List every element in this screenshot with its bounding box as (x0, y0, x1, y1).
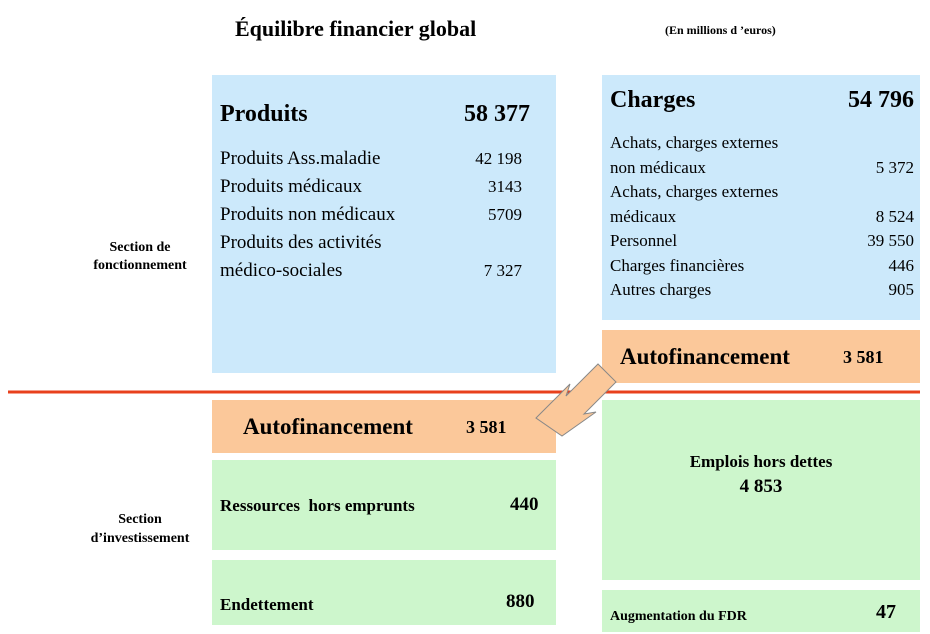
item-value: 446 (888, 255, 915, 275)
self-financing-label: Autofinancement (620, 344, 790, 369)
debt-label: Endettement (220, 595, 314, 614)
item-value: 39 550 (867, 231, 914, 250)
self-financing-box (602, 330, 920, 383)
charges-label: Charges (610, 87, 696, 113)
debt-value: 880 (506, 591, 535, 612)
uses-box (602, 400, 920, 580)
fdr-value: 47 (876, 601, 896, 623)
title: Équilibre financier global (235, 16, 477, 41)
self-financing-value: 3 581 (843, 347, 884, 367)
products-total: 58 377 (464, 101, 530, 127)
item-value: 5 372 (875, 157, 914, 177)
fdr-label: Augmentation du FDR (610, 609, 747, 624)
charges-box (602, 75, 920, 320)
item-label: Autres charges (610, 280, 712, 299)
subtitle: (En millions d ’euros) (665, 23, 776, 37)
item-label: Produits des activités (220, 232, 382, 253)
resources-box (212, 460, 556, 550)
item-label: Charges financières (610, 255, 745, 275)
item-label: médico-sociales (220, 260, 343, 281)
item-label: Achats, charges externes (610, 182, 779, 201)
section-label: Section de (109, 240, 171, 255)
uses-value: 4 853 (739, 476, 783, 497)
resources-value: 440 (510, 494, 539, 515)
item-value: 5709 (488, 205, 522, 224)
products-box (212, 75, 556, 373)
self-financing-box (212, 400, 556, 453)
section-label: fonctionnement (93, 258, 187, 273)
item-label: Personnel (610, 231, 678, 250)
item-label: Achats, charges externes (610, 133, 779, 152)
item-label: médicaux (610, 206, 677, 226)
section-label: Section (118, 512, 162, 527)
arrow (535, 363, 617, 437)
item-value: 905 (888, 280, 915, 299)
products-label: Produits (220, 101, 308, 127)
charges-total: 54 796 (848, 87, 914, 113)
item-label: Produits Ass.maladie (220, 148, 381, 169)
self-financing-label: Autofinancement (243, 414, 413, 439)
item-label: Produits médicaux (220, 176, 362, 197)
fdr-box (602, 590, 920, 632)
item-value: 3143 (488, 177, 522, 196)
resources-label: Ressources hors emprunts (220, 496, 415, 515)
section-label: d’investissement (90, 531, 190, 546)
self-financing-value: 3 581 (466, 417, 507, 437)
item-value: 7 327 (483, 261, 522, 280)
debt-box (212, 560, 556, 625)
uses-label: Emplois hors dettes (689, 452, 833, 471)
item-label: non médicaux (610, 157, 706, 177)
item-value: 8 524 (875, 206, 914, 226)
item-value: 42 198 (475, 149, 522, 168)
item-label: Produits non médicaux (220, 204, 396, 225)
